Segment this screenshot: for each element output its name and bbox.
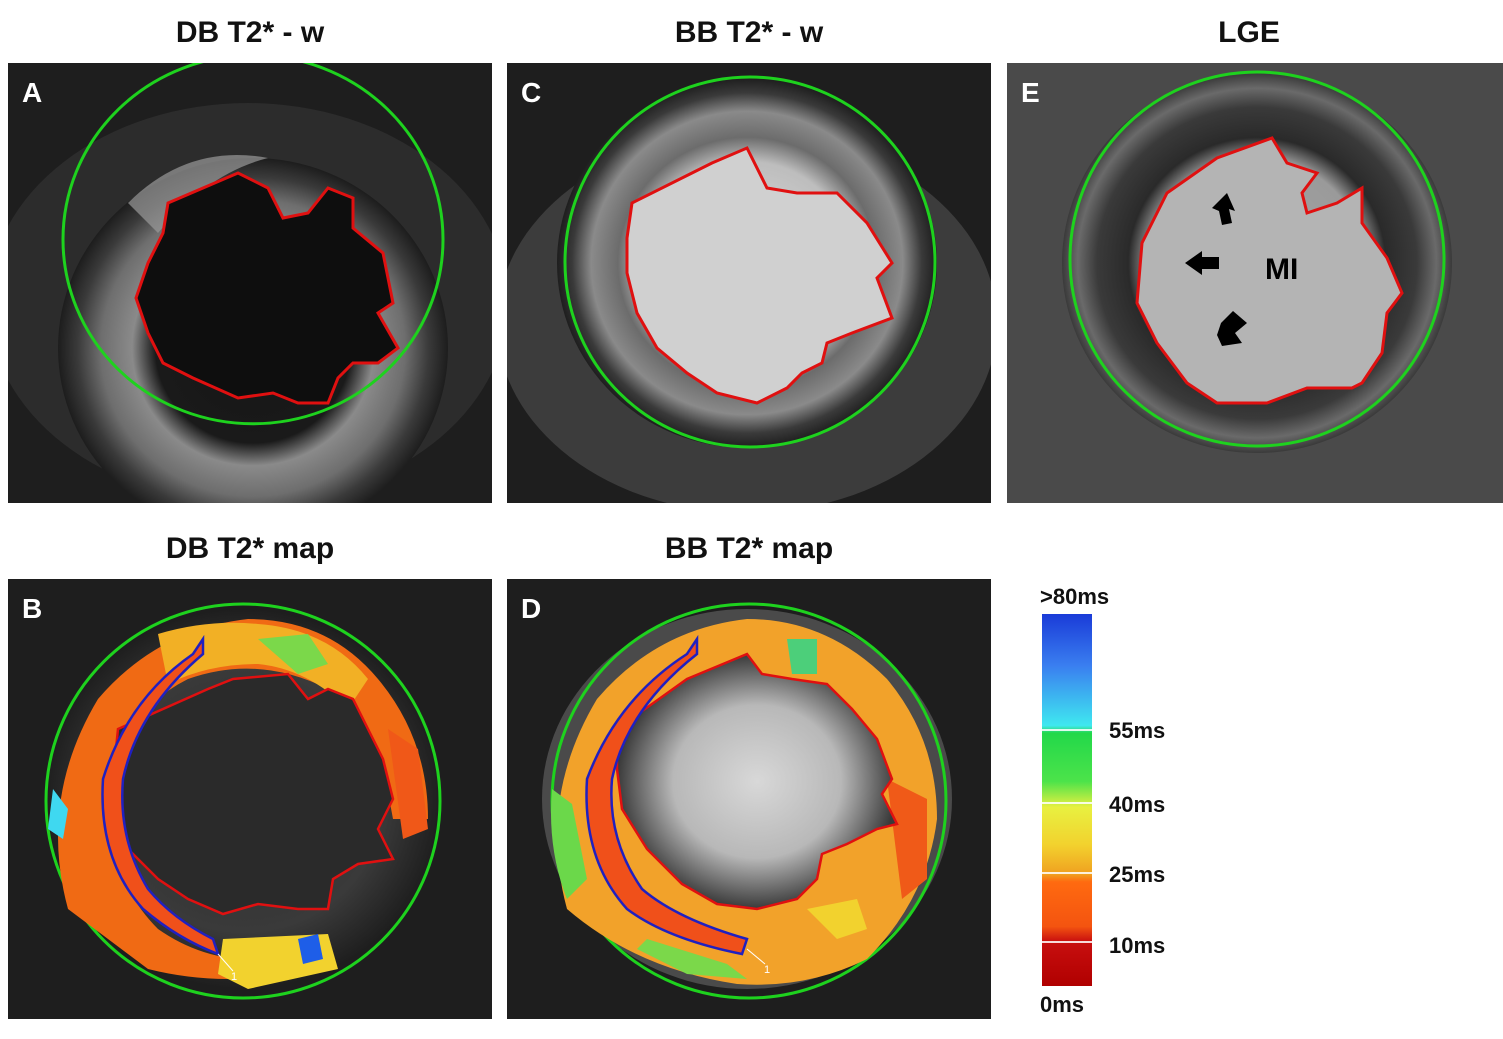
mi-annotation: MI bbox=[1265, 253, 1299, 286]
panel-d-label: D bbox=[521, 593, 542, 624]
panel-c-image: C bbox=[507, 63, 991, 503]
epicardial-contour bbox=[44, 602, 442, 1000]
colorbar-tick-max: >80ms bbox=[1040, 584, 1110, 609]
endocardial-contour bbox=[615, 652, 899, 911]
panel-a-mri bbox=[8, 63, 492, 503]
panel-c-title: BB T2* - w bbox=[674, 16, 824, 49]
roi-marker: 1 bbox=[231, 971, 237, 983]
panel-b-image: 1 B bbox=[8, 579, 492, 1019]
colorbar-tick-10: 10ms bbox=[1109, 933, 1166, 958]
panel-d-image: 1 D bbox=[507, 579, 991, 1019]
endocardial-contour bbox=[625, 146, 894, 405]
panel-a-label: A bbox=[22, 77, 43, 108]
panel-e-label: E bbox=[1021, 77, 1040, 108]
endocardial-contour bbox=[1135, 136, 1404, 405]
panel-e-image: E MI bbox=[1007, 63, 1503, 503]
panel-e-mri bbox=[1007, 63, 1503, 503]
arrow-up-left bbox=[1212, 193, 1235, 225]
endocardial-contour bbox=[111, 672, 395, 916]
colorbar-separator bbox=[1042, 802, 1092, 804]
epicardial-contour bbox=[563, 75, 937, 449]
colorbar-tick-40: 40ms bbox=[1109, 792, 1166, 817]
panel-b-title: DB T2* map bbox=[165, 532, 335, 565]
colorbar-separator bbox=[1042, 941, 1092, 943]
arrow-down-left bbox=[1217, 311, 1247, 346]
colorbar-tick-min: 0ms bbox=[1040, 992, 1085, 1017]
panel-d-title: BB T2* map bbox=[664, 532, 834, 565]
septal-roi bbox=[585, 634, 749, 956]
epicardial-contour bbox=[1068, 70, 1446, 448]
panel-c-mri bbox=[507, 63, 991, 503]
panel-e-title: LGE bbox=[1218, 16, 1280, 49]
panel-b-map: 1 bbox=[8, 579, 492, 1019]
panel-b-label: B bbox=[22, 593, 43, 624]
panel-a-title: DB T2* - w bbox=[175, 16, 325, 49]
epicardial-contour bbox=[61, 63, 445, 426]
arrow-left bbox=[1185, 251, 1219, 275]
endocardial-contour bbox=[134, 171, 400, 405]
colorbar-tick-25: 25ms bbox=[1109, 862, 1166, 887]
colorbar-tick-55: 55ms bbox=[1109, 718, 1166, 743]
colorbar-separator bbox=[1042, 729, 1092, 731]
panel-a-image: A bbox=[8, 63, 492, 503]
colorbar-separator bbox=[1042, 872, 1092, 874]
t2star-colorbar bbox=[1042, 614, 1092, 986]
roi-marker: 1 bbox=[764, 964, 770, 976]
panel-c-label: C bbox=[521, 77, 542, 108]
panel-d-map: 1 bbox=[507, 579, 991, 1019]
